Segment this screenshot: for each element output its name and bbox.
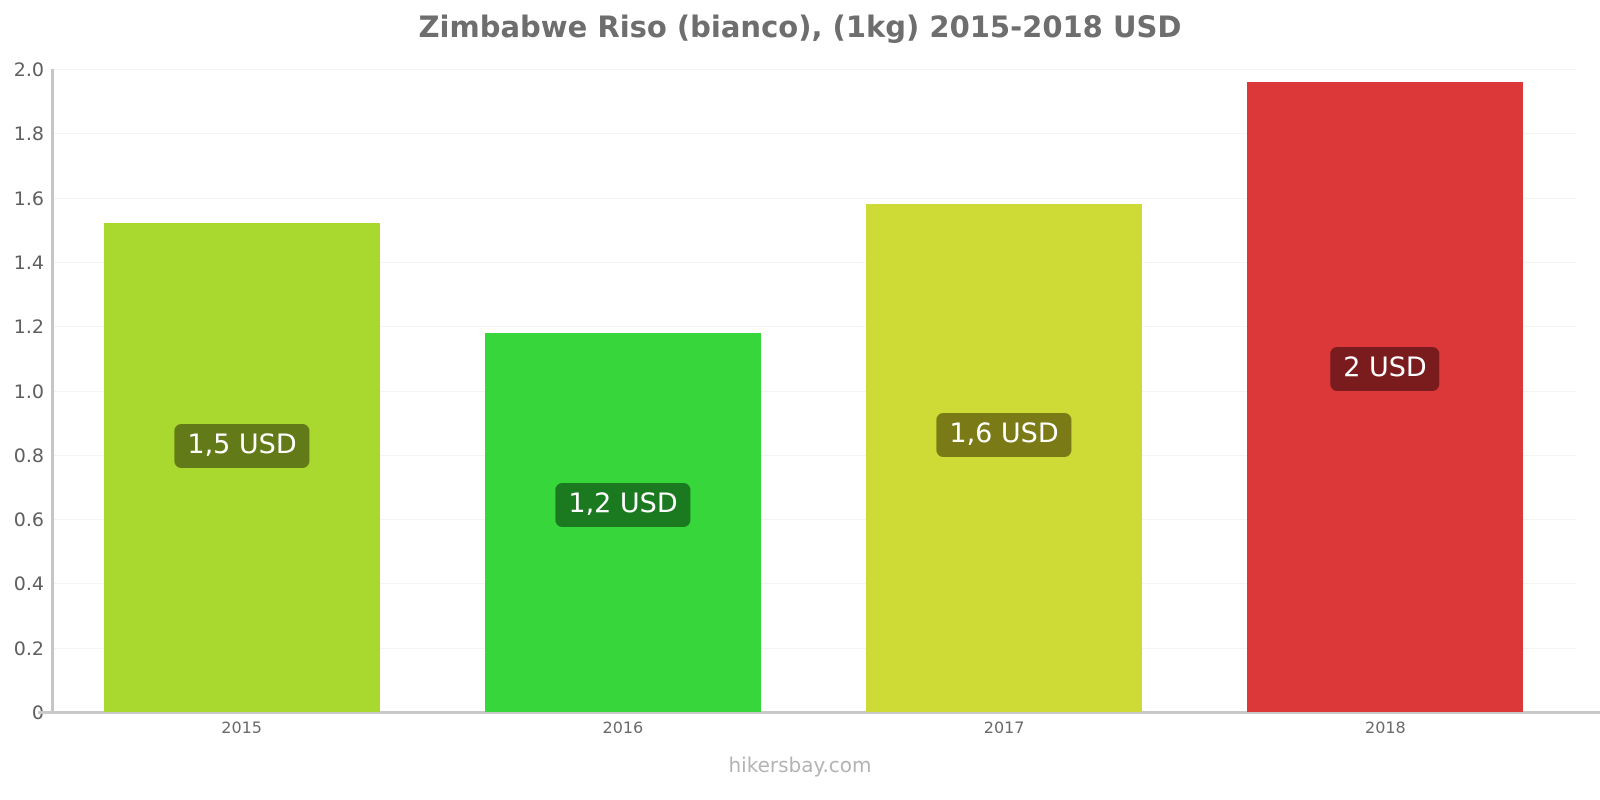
gridline xyxy=(51,583,1576,585)
y-axis-tick-label: 0 xyxy=(0,702,44,724)
bar[interactable]: 2 USD xyxy=(1247,81,1523,712)
gridline xyxy=(51,647,1576,649)
bar-value-label: 1,5 USD xyxy=(174,423,310,468)
x-axis-line xyxy=(38,711,1600,714)
y-axis-tick-label: 0.4 xyxy=(13,573,44,596)
gridline xyxy=(51,69,1576,70)
y-axis-tick-label: 2.0 xyxy=(13,59,44,81)
y-axis-tick-label: 1.6 xyxy=(13,187,44,210)
gridline xyxy=(51,261,1576,263)
gridline xyxy=(51,519,1576,521)
bar[interactable]: 1,6 USD xyxy=(866,204,1142,712)
y-axis-tick-label: 1.8 xyxy=(13,123,44,146)
gridline xyxy=(51,197,1576,199)
bar[interactable]: 1,5 USD xyxy=(104,223,380,712)
bar-value-label: 2 USD xyxy=(1330,346,1440,391)
y-axis-tick-label: 0.2 xyxy=(13,637,44,660)
y-axis-line xyxy=(51,69,54,714)
x-axis-tick-label: 2018 xyxy=(1365,718,1406,737)
gridline xyxy=(51,390,1576,392)
y-axis-tick-label: 1.2 xyxy=(13,316,44,339)
x-axis-tick-label: 2017 xyxy=(983,718,1025,737)
gridline xyxy=(51,326,1576,328)
y-axis-tick-label: 1.4 xyxy=(13,251,44,274)
bar-value-label: 1,2 USD xyxy=(555,483,691,528)
x-axis-tick-label: 2016 xyxy=(602,718,644,737)
bar[interactable]: 1,2 USD xyxy=(485,332,761,712)
x-axis-tick-label: 2015 xyxy=(221,718,262,737)
bar-value-label: 1,6 USD xyxy=(936,413,1072,458)
y-axis-tick-label: 1.0 xyxy=(13,380,44,403)
gridline xyxy=(51,454,1576,456)
y-axis-tick-label: 0.8 xyxy=(13,444,44,467)
chart-title: Zimbabwe Riso (bianco), (1kg) 2015-2018 … xyxy=(418,10,1182,44)
gridline xyxy=(51,133,1576,135)
footer-watermark: hikersbay.com xyxy=(728,753,872,777)
y-axis-tick-label: 0.6 xyxy=(13,509,44,532)
